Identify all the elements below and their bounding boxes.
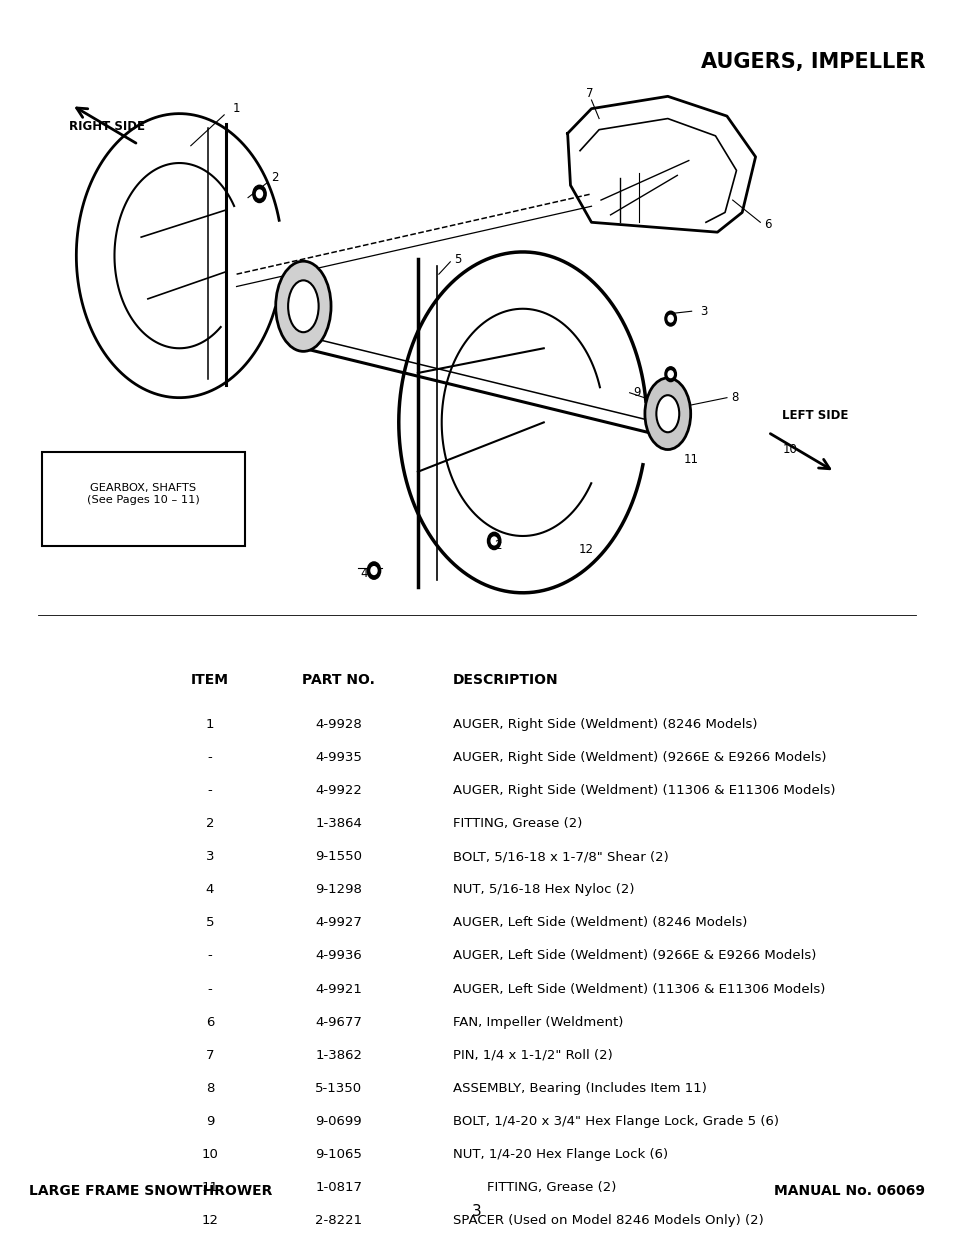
Ellipse shape	[275, 262, 331, 351]
Circle shape	[253, 185, 266, 203]
Text: 4-9927: 4-9927	[314, 916, 362, 930]
Text: 3: 3	[472, 1204, 481, 1219]
Circle shape	[667, 370, 673, 378]
Text: 9: 9	[633, 387, 640, 399]
Text: 12: 12	[201, 1214, 218, 1228]
Text: 9-1550: 9-1550	[314, 850, 362, 863]
Text: 2: 2	[271, 172, 278, 184]
Text: 12: 12	[578, 543, 593, 556]
Text: 3: 3	[206, 850, 213, 863]
Text: NUT, 1/4-20 Hex Flange Lock (6): NUT, 1/4-20 Hex Flange Lock (6)	[453, 1149, 667, 1161]
Text: 2: 2	[206, 818, 213, 830]
Text: BOLT, 1/4-20 x 3/4" Hex Flange Lock, Grade 5 (6): BOLT, 1/4-20 x 3/4" Hex Flange Lock, Gra…	[453, 1115, 779, 1128]
Text: -: -	[208, 950, 212, 962]
Text: AUGER, Right Side (Weldment) (9266E & E9266 Models): AUGER, Right Side (Weldment) (9266E & E9…	[453, 751, 826, 764]
Text: 4: 4	[206, 883, 213, 897]
Text: FAN, Impeller (Weldment): FAN, Impeller (Weldment)	[453, 1015, 623, 1029]
Text: 5-1350: 5-1350	[314, 1082, 362, 1095]
Text: 4-9677: 4-9677	[314, 1015, 362, 1029]
Text: 10: 10	[201, 1149, 218, 1161]
Text: 8: 8	[730, 391, 738, 404]
Text: RIGHT SIDE: RIGHT SIDE	[69, 120, 145, 133]
Text: GEARBOX, SHAFTS
(See Pages 10 – 11): GEARBOX, SHAFTS (See Pages 10 – 11)	[87, 483, 199, 505]
Text: MANUAL No. 06069: MANUAL No. 06069	[774, 1184, 924, 1198]
Text: 2: 2	[494, 540, 501, 552]
Text: LARGE FRAME SNOWTHROWER: LARGE FRAME SNOWTHROWER	[29, 1184, 272, 1198]
Circle shape	[664, 367, 676, 382]
Text: AUGER, Left Side (Weldment) (8246 Models): AUGER, Left Side (Weldment) (8246 Models…	[453, 916, 747, 930]
Circle shape	[487, 532, 500, 550]
Text: PART NO.: PART NO.	[302, 673, 375, 687]
FancyBboxPatch shape	[42, 452, 245, 546]
Text: 1-0817: 1-0817	[314, 1181, 362, 1194]
Text: 1: 1	[233, 103, 240, 115]
Circle shape	[664, 311, 676, 326]
Text: -: -	[208, 983, 212, 995]
Text: 4-9922: 4-9922	[314, 784, 362, 797]
Text: 6: 6	[763, 219, 771, 231]
Text: 11: 11	[682, 453, 698, 466]
Text: 4-9921: 4-9921	[314, 983, 362, 995]
Text: AUGER, Right Side (Weldment) (8246 Models): AUGER, Right Side (Weldment) (8246 Model…	[453, 718, 757, 731]
Text: AUGERS, IMPELLER: AUGERS, IMPELLER	[700, 52, 924, 72]
Text: 1: 1	[206, 718, 213, 731]
Text: DESCRIPTION: DESCRIPTION	[453, 673, 558, 687]
Text: 3: 3	[700, 305, 707, 317]
Text: NUT, 5/16-18 Hex Nyloc (2): NUT, 5/16-18 Hex Nyloc (2)	[453, 883, 634, 897]
Text: 5: 5	[206, 916, 213, 930]
Text: 2-8221: 2-8221	[314, 1214, 362, 1228]
Text: 9: 9	[206, 1115, 213, 1128]
Text: 6: 6	[206, 1015, 213, 1029]
Text: 4-9928: 4-9928	[314, 718, 362, 731]
Text: ASSEMBLY, Bearing (Includes Item 11): ASSEMBLY, Bearing (Includes Item 11)	[453, 1082, 706, 1095]
Circle shape	[491, 537, 497, 545]
Text: 1-3862: 1-3862	[314, 1049, 362, 1062]
Text: -: -	[208, 784, 212, 797]
Text: PIN, 1/4 x 1-1/2" Roll (2): PIN, 1/4 x 1-1/2" Roll (2)	[453, 1049, 612, 1062]
Text: 4-9935: 4-9935	[314, 751, 362, 764]
Text: SPACER (Used on Model 8246 Models Only) (2): SPACER (Used on Model 8246 Models Only) …	[453, 1214, 763, 1228]
Text: AUGER, Left Side (Weldment) (9266E & E9266 Models): AUGER, Left Side (Weldment) (9266E & E92…	[453, 950, 816, 962]
Text: ITEM: ITEM	[191, 673, 229, 687]
Circle shape	[371, 567, 376, 574]
Text: 5: 5	[454, 253, 461, 266]
Text: AUGER, Left Side (Weldment) (11306 & E11306 Models): AUGER, Left Side (Weldment) (11306 & E11…	[453, 983, 824, 995]
Text: 11: 11	[201, 1181, 218, 1194]
Text: 7: 7	[585, 88, 593, 100]
Text: 8: 8	[206, 1082, 213, 1095]
Circle shape	[367, 562, 380, 579]
Text: 9-0699: 9-0699	[315, 1115, 361, 1128]
Text: 10: 10	[781, 443, 797, 456]
Circle shape	[256, 190, 262, 198]
Text: BOLT, 5/16-18 x 1-7/8" Shear (2): BOLT, 5/16-18 x 1-7/8" Shear (2)	[453, 850, 668, 863]
Text: 7: 7	[206, 1049, 213, 1062]
Ellipse shape	[656, 395, 679, 432]
Text: 4: 4	[360, 567, 368, 579]
Ellipse shape	[644, 378, 690, 450]
Text: FITTING, Grease (2): FITTING, Grease (2)	[453, 1181, 616, 1194]
Circle shape	[667, 315, 673, 322]
Text: -: -	[208, 751, 212, 764]
Ellipse shape	[288, 280, 318, 332]
Text: 1-3864: 1-3864	[314, 818, 362, 830]
Text: LEFT SIDE: LEFT SIDE	[781, 409, 848, 422]
Text: 9-1065: 9-1065	[314, 1149, 362, 1161]
Text: 4-9936: 4-9936	[314, 950, 362, 962]
Text: AUGER, Right Side (Weldment) (11306 & E11306 Models): AUGER, Right Side (Weldment) (11306 & E1…	[453, 784, 835, 797]
Text: FITTING, Grease (2): FITTING, Grease (2)	[453, 818, 582, 830]
Text: 9-1298: 9-1298	[314, 883, 362, 897]
